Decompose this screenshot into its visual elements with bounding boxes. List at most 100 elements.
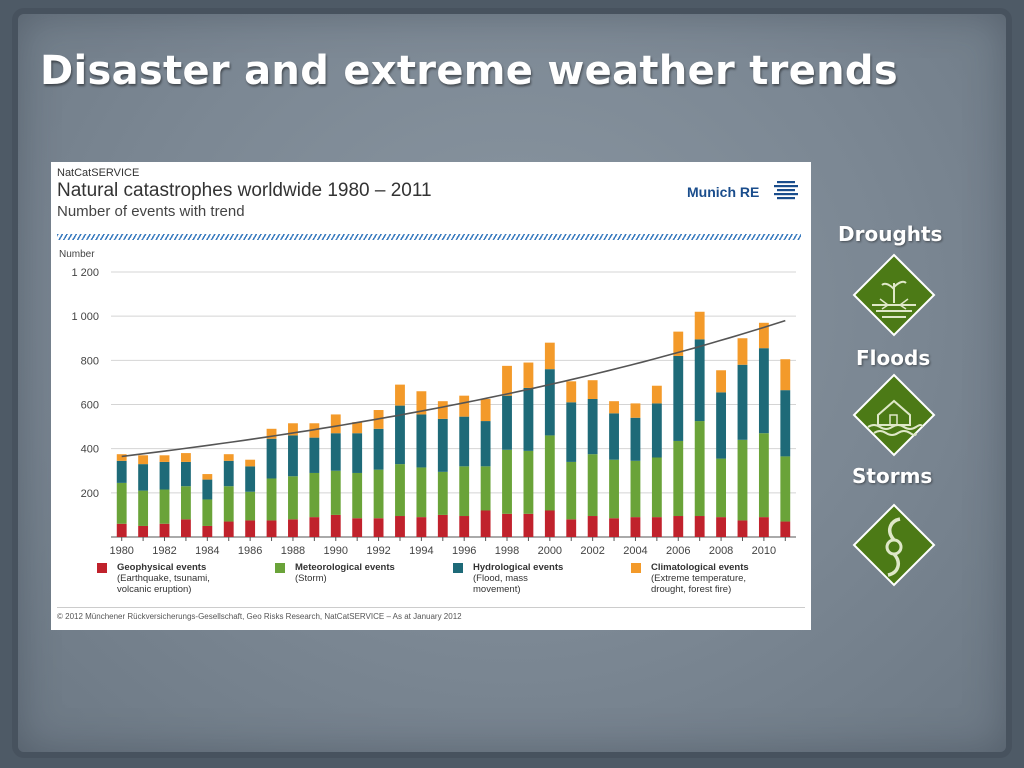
bar-geophysical-1987 <box>266 520 277 537</box>
bar-hydrological-2008 <box>716 392 727 459</box>
bar-meteorological-2000 <box>544 435 555 511</box>
bar-geophysical-1980 <box>116 523 127 537</box>
x-tick-label: 1980 <box>109 545 133 557</box>
bar-meteorological-2005 <box>651 457 662 518</box>
x-tick-label: 1984 <box>195 545 219 557</box>
bar-geophysical-2006 <box>673 516 684 537</box>
bar-climatological-2003 <box>609 401 619 414</box>
bar-meteorological-2003 <box>609 459 619 519</box>
y-tick-label: 800 <box>81 355 99 367</box>
bar-hydrological-2001 <box>566 402 577 462</box>
bar-hydrological-1999 <box>523 387 534 451</box>
chart-title: Natural catastrophes worldwide 1980 – 20… <box>57 180 432 201</box>
bar-hydrological-1990 <box>330 433 341 471</box>
bar-hydrological-1997 <box>480 421 491 467</box>
bar-geophysical-2007 <box>694 516 705 537</box>
bar-meteorological-1993 <box>395 464 405 517</box>
bar-geophysical-2005 <box>651 517 662 537</box>
bar-climatological-2007 <box>694 311 705 340</box>
bar-meteorological-2004 <box>630 460 641 518</box>
bar-meteorological-1989 <box>309 472 320 518</box>
legend-label: Meteorological events <box>295 562 395 573</box>
bar-geophysical-1997 <box>480 510 491 537</box>
bar-geophysical-1995 <box>437 514 448 537</box>
bar-hydrological-2009 <box>737 364 748 440</box>
bar-meteorological-1985 <box>223 486 234 522</box>
bar-meteorological-2007 <box>694 421 705 517</box>
bar-climatological-1990 <box>330 414 341 434</box>
bar-hydrological-1994 <box>416 414 427 468</box>
bar-climatological-1985 <box>223 454 234 461</box>
bar-meteorological-1988 <box>288 476 298 520</box>
bar-hydrological-1984 <box>202 479 213 500</box>
x-tick-label: 1992 <box>366 545 390 557</box>
bar-geophysical-1984 <box>202 525 213 537</box>
bar-geophysical-2000 <box>544 510 555 537</box>
bar-meteorological-1999 <box>523 450 534 514</box>
bar-hydrological-2011 <box>780 390 791 457</box>
bar-meteorological-2002 <box>587 454 598 517</box>
bar-hydrological-1985 <box>223 460 234 487</box>
bar-meteorological-1983 <box>180 486 191 520</box>
bar-climatological-2010 <box>758 322 769 349</box>
chart-footer: © 2012 Münchener Rückversicherungs-Gesel… <box>57 607 805 621</box>
bar-geophysical-2008 <box>716 517 727 537</box>
bar-geophysical-1992 <box>373 518 384 537</box>
bar-meteorological-1991 <box>352 472 363 519</box>
bar-geophysical-1982 <box>159 523 170 537</box>
stacked-bar-chart: Number 200 400 600 800 1 000 1 200 1980 1982 1984… <box>59 249 796 557</box>
legend-label: Climatological events <box>651 562 749 573</box>
y-tick-label: 200 <box>81 488 99 500</box>
y-tick-label: 600 <box>81 400 99 412</box>
bar-geophysical-1996 <box>459 516 470 537</box>
bar-climatological-1991 <box>352 422 363 434</box>
x-tick-label: 1998 <box>495 545 519 557</box>
bar-geophysical-1991 <box>352 518 363 537</box>
bar-geophysical-2004 <box>630 517 641 537</box>
bar-meteorological-2010 <box>758 433 769 518</box>
bar-climatological-2005 <box>651 385 662 404</box>
x-tick-label: 2008 <box>709 545 733 557</box>
bar-meteorological-1980 <box>116 482 127 524</box>
bar-meteorological-2006 <box>673 440 684 517</box>
bar-climatological-1997 <box>480 398 491 422</box>
bar-meteorological-1986 <box>245 491 256 521</box>
legend-swatch <box>275 563 285 573</box>
slide-title: Disaster and extreme weather trends <box>40 48 898 94</box>
bar-hydrological-1981 <box>138 464 149 491</box>
bar-hydrological-1987 <box>266 438 277 479</box>
bar-hydrological-2004 <box>630 417 641 461</box>
bar-climatological-2006 <box>673 331 684 356</box>
chart-subtitle: Number of events with trend <box>57 203 245 220</box>
bar-meteorological-1997 <box>480 466 491 511</box>
bar-climatological-2002 <box>587 380 598 399</box>
bar-meteorological-2009 <box>737 439 748 521</box>
bar-geophysical-2001 <box>566 519 577 537</box>
bar-meteorological-2011 <box>780 456 791 522</box>
bar-hydrological-1988 <box>288 435 298 477</box>
bar-climatological-1994 <box>416 391 427 415</box>
legend-label: Hydrological events <box>473 562 564 573</box>
bar-climatological-1980 <box>116 454 127 461</box>
bar-climatological-1999 <box>523 362 534 388</box>
x-tick-label: 1990 <box>324 545 348 557</box>
bar-climatological-1983 <box>180 453 191 462</box>
bar-geophysical-1985 <box>223 521 234 537</box>
bar-geophysical-1993 <box>395 516 405 537</box>
x-tick-label: 1982 <box>152 545 176 557</box>
bar-climatological-1995 <box>437 401 448 419</box>
bar-hydrological-1982 <box>159 461 170 490</box>
munich-re-logo-icon <box>774 181 798 200</box>
x-tick-label: 1994 <box>409 545 433 557</box>
bar-hydrological-2006 <box>673 355 684 441</box>
bar-geophysical-1998 <box>502 513 512 537</box>
bar-climatological-1996 <box>459 395 470 417</box>
bar-meteorological-1996 <box>459 466 470 517</box>
bar-geophysical-2011 <box>780 521 791 537</box>
bar-climatological-1981 <box>138 455 149 465</box>
x-tick-label: 2000 <box>538 545 562 557</box>
bar-meteorological-2008 <box>716 458 727 518</box>
bar-climatological-2001 <box>566 381 577 403</box>
y-axis-title: Number <box>59 249 95 260</box>
bar-hydrological-1980 <box>116 460 127 483</box>
